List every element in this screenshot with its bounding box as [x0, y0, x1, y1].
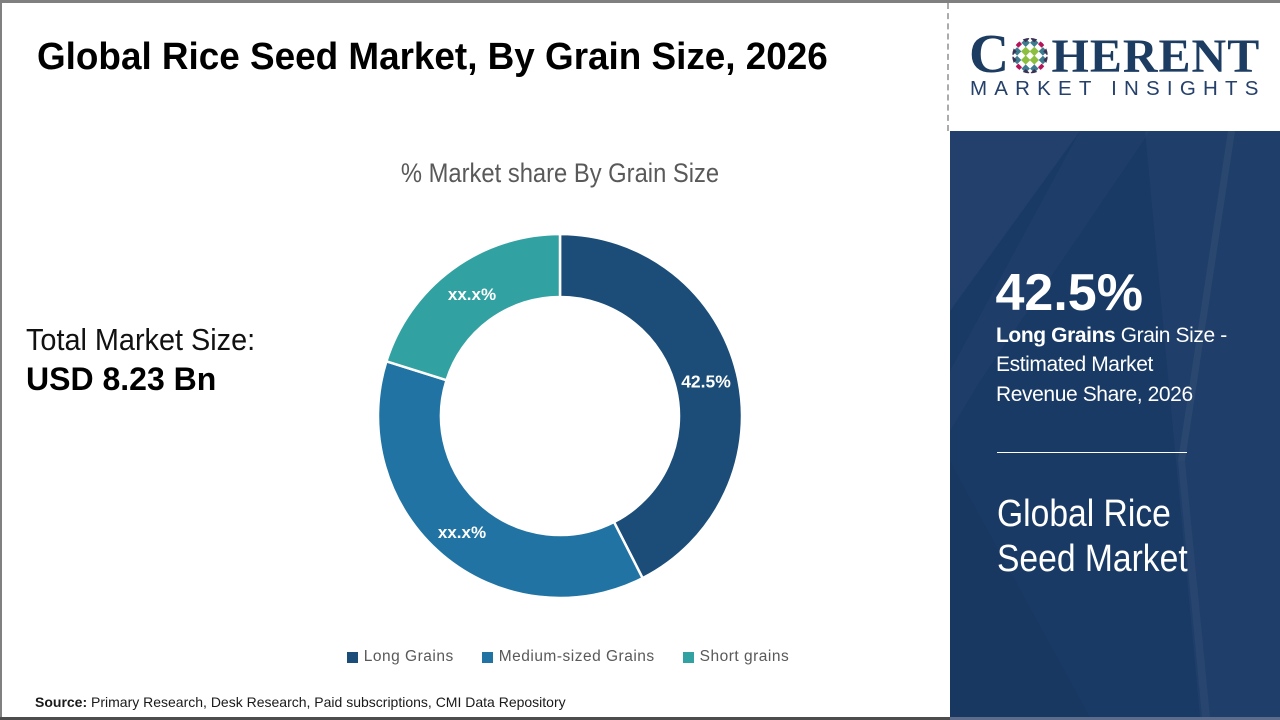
svg-text:MARKET INSIGHTS: MARKET INSIGHTS: [970, 77, 1266, 100]
svg-text:HERENT: HERENT: [1052, 30, 1261, 83]
svg-text:C: C: [969, 24, 1009, 85]
